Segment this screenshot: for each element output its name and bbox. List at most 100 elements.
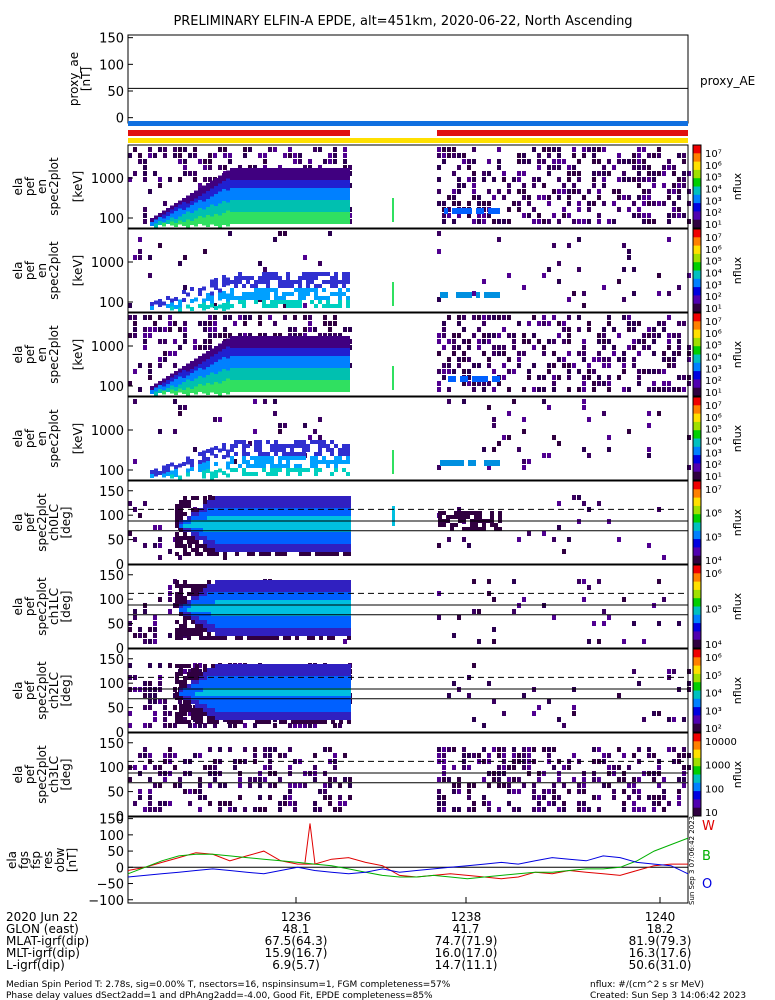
flux-cell bbox=[346, 220, 350, 224]
flux-cell bbox=[275, 524, 279, 528]
flux-cell bbox=[218, 195, 222, 200]
y-axis-label: spec2plot bbox=[35, 493, 49, 552]
flux-cell bbox=[206, 465, 210, 469]
flux-cell bbox=[255, 580, 259, 584]
flux-cell bbox=[150, 386, 154, 390]
flux-cell bbox=[242, 336, 246, 340]
panel-frame bbox=[127, 34, 689, 124]
flux-cell bbox=[291, 584, 295, 588]
flux-cell bbox=[234, 376, 238, 380]
noise-cell bbox=[487, 213, 491, 218]
noise-cell bbox=[597, 351, 601, 356]
flux-cell bbox=[318, 440, 322, 444]
noise-cell bbox=[667, 213, 671, 218]
flux-cell bbox=[182, 366, 186, 370]
flux-cell bbox=[438, 515, 442, 519]
noise-cell bbox=[677, 339, 681, 344]
flux-cell bbox=[330, 364, 334, 368]
flux-cell bbox=[199, 700, 203, 704]
flux-cell bbox=[291, 712, 295, 716]
flux-cell bbox=[227, 584, 231, 588]
flux-cell bbox=[230, 344, 234, 348]
flux-cell bbox=[286, 284, 290, 288]
noise-cell bbox=[248, 147, 252, 152]
noise-cell bbox=[637, 153, 641, 158]
flux-cell bbox=[302, 456, 306, 460]
flux-cell bbox=[187, 552, 191, 556]
flux-cell bbox=[327, 548, 331, 552]
flux-cell bbox=[319, 580, 323, 584]
flux-cell bbox=[183, 612, 187, 616]
flux-cell bbox=[215, 676, 219, 680]
flux-cell bbox=[231, 536, 235, 540]
flux-cell bbox=[194, 194, 198, 199]
noise-cell bbox=[158, 147, 162, 152]
flux-cell bbox=[219, 520, 223, 524]
flux-cell bbox=[207, 604, 211, 608]
noise-cell bbox=[517, 201, 521, 206]
flux-cell bbox=[222, 357, 226, 361]
flux-cell bbox=[255, 588, 259, 592]
colorbar-segment bbox=[693, 229, 701, 238]
noise-cell bbox=[567, 243, 571, 248]
flux-cell bbox=[270, 176, 274, 180]
flux-cell bbox=[206, 305, 210, 309]
flux-cell bbox=[314, 440, 318, 444]
flux-cell bbox=[326, 176, 330, 180]
flux-cell bbox=[203, 500, 207, 504]
noise-cell bbox=[298, 333, 302, 338]
flux-cell bbox=[279, 524, 283, 528]
flux-cell bbox=[175, 524, 179, 528]
noise-cell bbox=[148, 255, 152, 260]
noise-cell bbox=[557, 321, 561, 326]
flux-cell bbox=[150, 470, 154, 474]
flux-cell bbox=[291, 720, 295, 724]
flux-cell bbox=[222, 345, 226, 349]
flux-cell bbox=[198, 364, 202, 368]
noise-cell bbox=[492, 219, 496, 224]
flux-cell bbox=[222, 369, 226, 373]
noise-cell bbox=[527, 321, 531, 326]
flux-cell bbox=[287, 628, 291, 632]
flux-cell bbox=[334, 220, 338, 224]
flux-cell bbox=[211, 680, 215, 684]
flux-cell bbox=[258, 452, 262, 456]
noise-cell bbox=[143, 543, 147, 548]
flux-cell bbox=[279, 680, 283, 684]
flux-cell bbox=[219, 712, 223, 716]
flux-cell bbox=[227, 616, 231, 620]
flux-cell bbox=[270, 364, 274, 368]
flux-cell bbox=[286, 360, 290, 364]
flux-cell bbox=[330, 184, 334, 188]
flux-cell bbox=[278, 368, 282, 372]
flux-cell bbox=[211, 700, 215, 704]
flux-cell bbox=[303, 600, 307, 604]
flux-cell bbox=[335, 508, 339, 512]
flux-cell bbox=[246, 360, 250, 364]
flux-cell bbox=[287, 676, 291, 680]
flux-cell bbox=[218, 383, 222, 388]
flux-cell bbox=[307, 600, 311, 604]
flux-cell bbox=[231, 496, 235, 500]
flux-cell bbox=[295, 632, 299, 636]
flux-cell bbox=[198, 380, 202, 384]
flux-cell bbox=[211, 720, 215, 724]
noise-cell bbox=[667, 345, 671, 350]
colorbar-segment bbox=[693, 421, 701, 431]
flux-cell bbox=[199, 596, 203, 600]
flux-cell bbox=[290, 168, 294, 172]
noise-cell bbox=[163, 327, 167, 332]
flux-cell bbox=[331, 536, 335, 540]
flux-cell bbox=[246, 376, 250, 380]
flux-cell bbox=[211, 544, 215, 548]
flux-cell bbox=[302, 448, 306, 452]
flux-cell bbox=[259, 628, 263, 632]
flux-cell bbox=[202, 221, 206, 226]
flux-cell bbox=[194, 218, 198, 223]
flux-cell bbox=[286, 208, 290, 212]
flux-cell bbox=[170, 205, 174, 210]
flux-cell bbox=[454, 523, 458, 527]
flux-cell bbox=[250, 220, 254, 224]
flux-cell bbox=[235, 632, 239, 636]
